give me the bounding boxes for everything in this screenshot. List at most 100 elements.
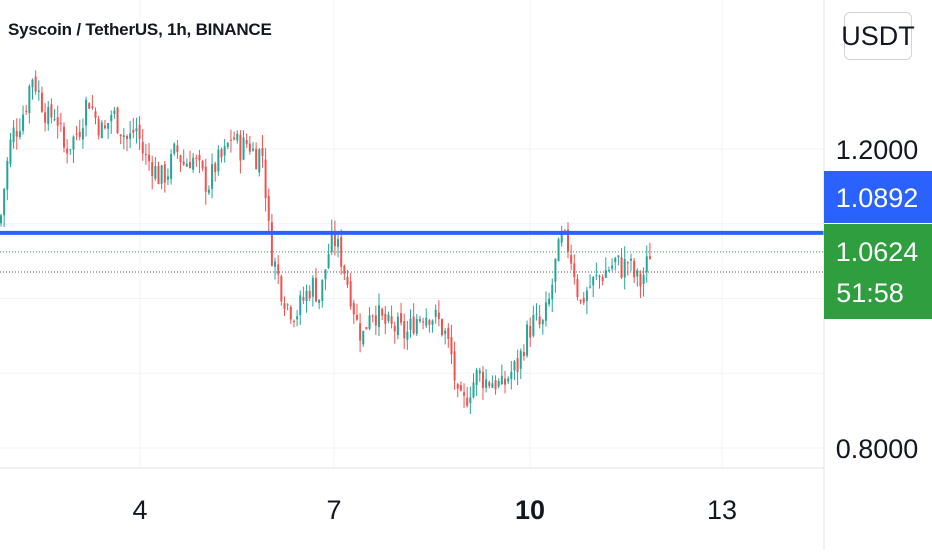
candle-body <box>607 269 610 271</box>
candle-body <box>415 319 418 334</box>
candle-body <box>648 256 651 260</box>
candle-body <box>557 239 560 262</box>
candle-body <box>201 160 204 169</box>
candle-body <box>541 320 544 325</box>
candle-body <box>274 261 277 267</box>
candle-body <box>100 122 103 139</box>
candle-body <box>472 382 475 398</box>
candle-body <box>418 319 421 321</box>
currency-button[interactable]: USDT <box>841 12 915 60</box>
candle-body <box>185 163 188 167</box>
last-price-label: 1.0624 <box>836 237 919 267</box>
candle-body <box>66 148 69 154</box>
candle-body <box>47 106 50 125</box>
grid-lines <box>0 0 824 468</box>
candle-body <box>393 325 396 332</box>
candle-body <box>639 273 642 287</box>
candle-body <box>176 145 179 153</box>
candle-body <box>239 134 242 161</box>
candles <box>0 70 651 414</box>
candle-body <box>469 397 472 404</box>
last-price-tag <box>824 224 932 319</box>
candle-body <box>72 136 75 150</box>
candle-body <box>450 337 453 355</box>
candle-body <box>223 146 226 156</box>
candle-body <box>324 269 327 280</box>
candle-body <box>311 277 314 297</box>
candle-body <box>110 114 113 122</box>
candle-body <box>12 127 15 143</box>
candle-body <box>283 303 286 309</box>
candle-body <box>286 304 289 306</box>
candle-body <box>494 380 497 390</box>
candle-body <box>189 162 191 169</box>
candle-body <box>37 90 40 93</box>
candle-body <box>198 155 201 161</box>
candle-body <box>368 315 371 329</box>
candle-body <box>406 331 409 340</box>
candle-body <box>292 320 295 322</box>
candle-body <box>352 303 355 315</box>
candle-body <box>330 232 333 252</box>
candle-body <box>78 131 81 137</box>
candle-body <box>620 257 623 278</box>
candle-body <box>15 130 18 137</box>
candle-body <box>636 270 639 277</box>
candle-body <box>387 314 390 321</box>
candle-body <box>113 110 116 114</box>
candle-body <box>504 378 506 385</box>
candle-body <box>163 164 166 183</box>
candle-body <box>428 320 431 325</box>
candle-body <box>40 92 43 112</box>
candle-body <box>516 358 519 373</box>
candle-body <box>53 119 56 121</box>
candle-body <box>340 236 343 267</box>
candle-body <box>374 315 377 326</box>
candle-body <box>434 309 437 317</box>
candle-body <box>409 318 412 330</box>
candle-body <box>154 166 157 179</box>
candle-body <box>267 196 270 221</box>
candle-body <box>529 325 532 338</box>
candle-body <box>645 256 648 273</box>
candle-body <box>129 133 132 139</box>
candle-body <box>56 117 59 126</box>
candle-body <box>642 275 645 285</box>
candle-body <box>548 298 551 305</box>
candle-body <box>538 316 541 325</box>
candle-body <box>617 255 620 258</box>
candle-body <box>88 103 91 109</box>
candle-body <box>463 392 466 396</box>
candle-body <box>371 315 374 317</box>
candle-body <box>116 107 119 134</box>
candle-body <box>242 137 245 160</box>
candle-body <box>447 327 450 339</box>
candle-body <box>589 286 592 288</box>
candle-body <box>400 313 403 323</box>
candle-body <box>144 154 147 156</box>
candle-body <box>34 76 37 92</box>
level-price-tag <box>824 171 932 223</box>
candle-body <box>270 222 273 266</box>
candle-body <box>63 126 65 148</box>
candle-body <box>579 299 582 302</box>
candle-body <box>355 315 358 320</box>
candle-body <box>456 384 459 389</box>
candle-body <box>459 385 462 391</box>
candle-body <box>245 140 248 144</box>
candle-body <box>343 265 346 274</box>
candle-body <box>500 375 503 385</box>
candle-body <box>337 239 340 247</box>
candle-body <box>365 327 368 330</box>
candle-body <box>560 232 563 243</box>
candle-body <box>315 278 317 302</box>
candle-body <box>422 321 425 323</box>
candle-body <box>318 299 321 304</box>
candle-body <box>544 302 547 321</box>
x-tick-label: 7 <box>326 495 341 525</box>
candle-body <box>510 371 513 380</box>
candle-body <box>630 258 632 261</box>
